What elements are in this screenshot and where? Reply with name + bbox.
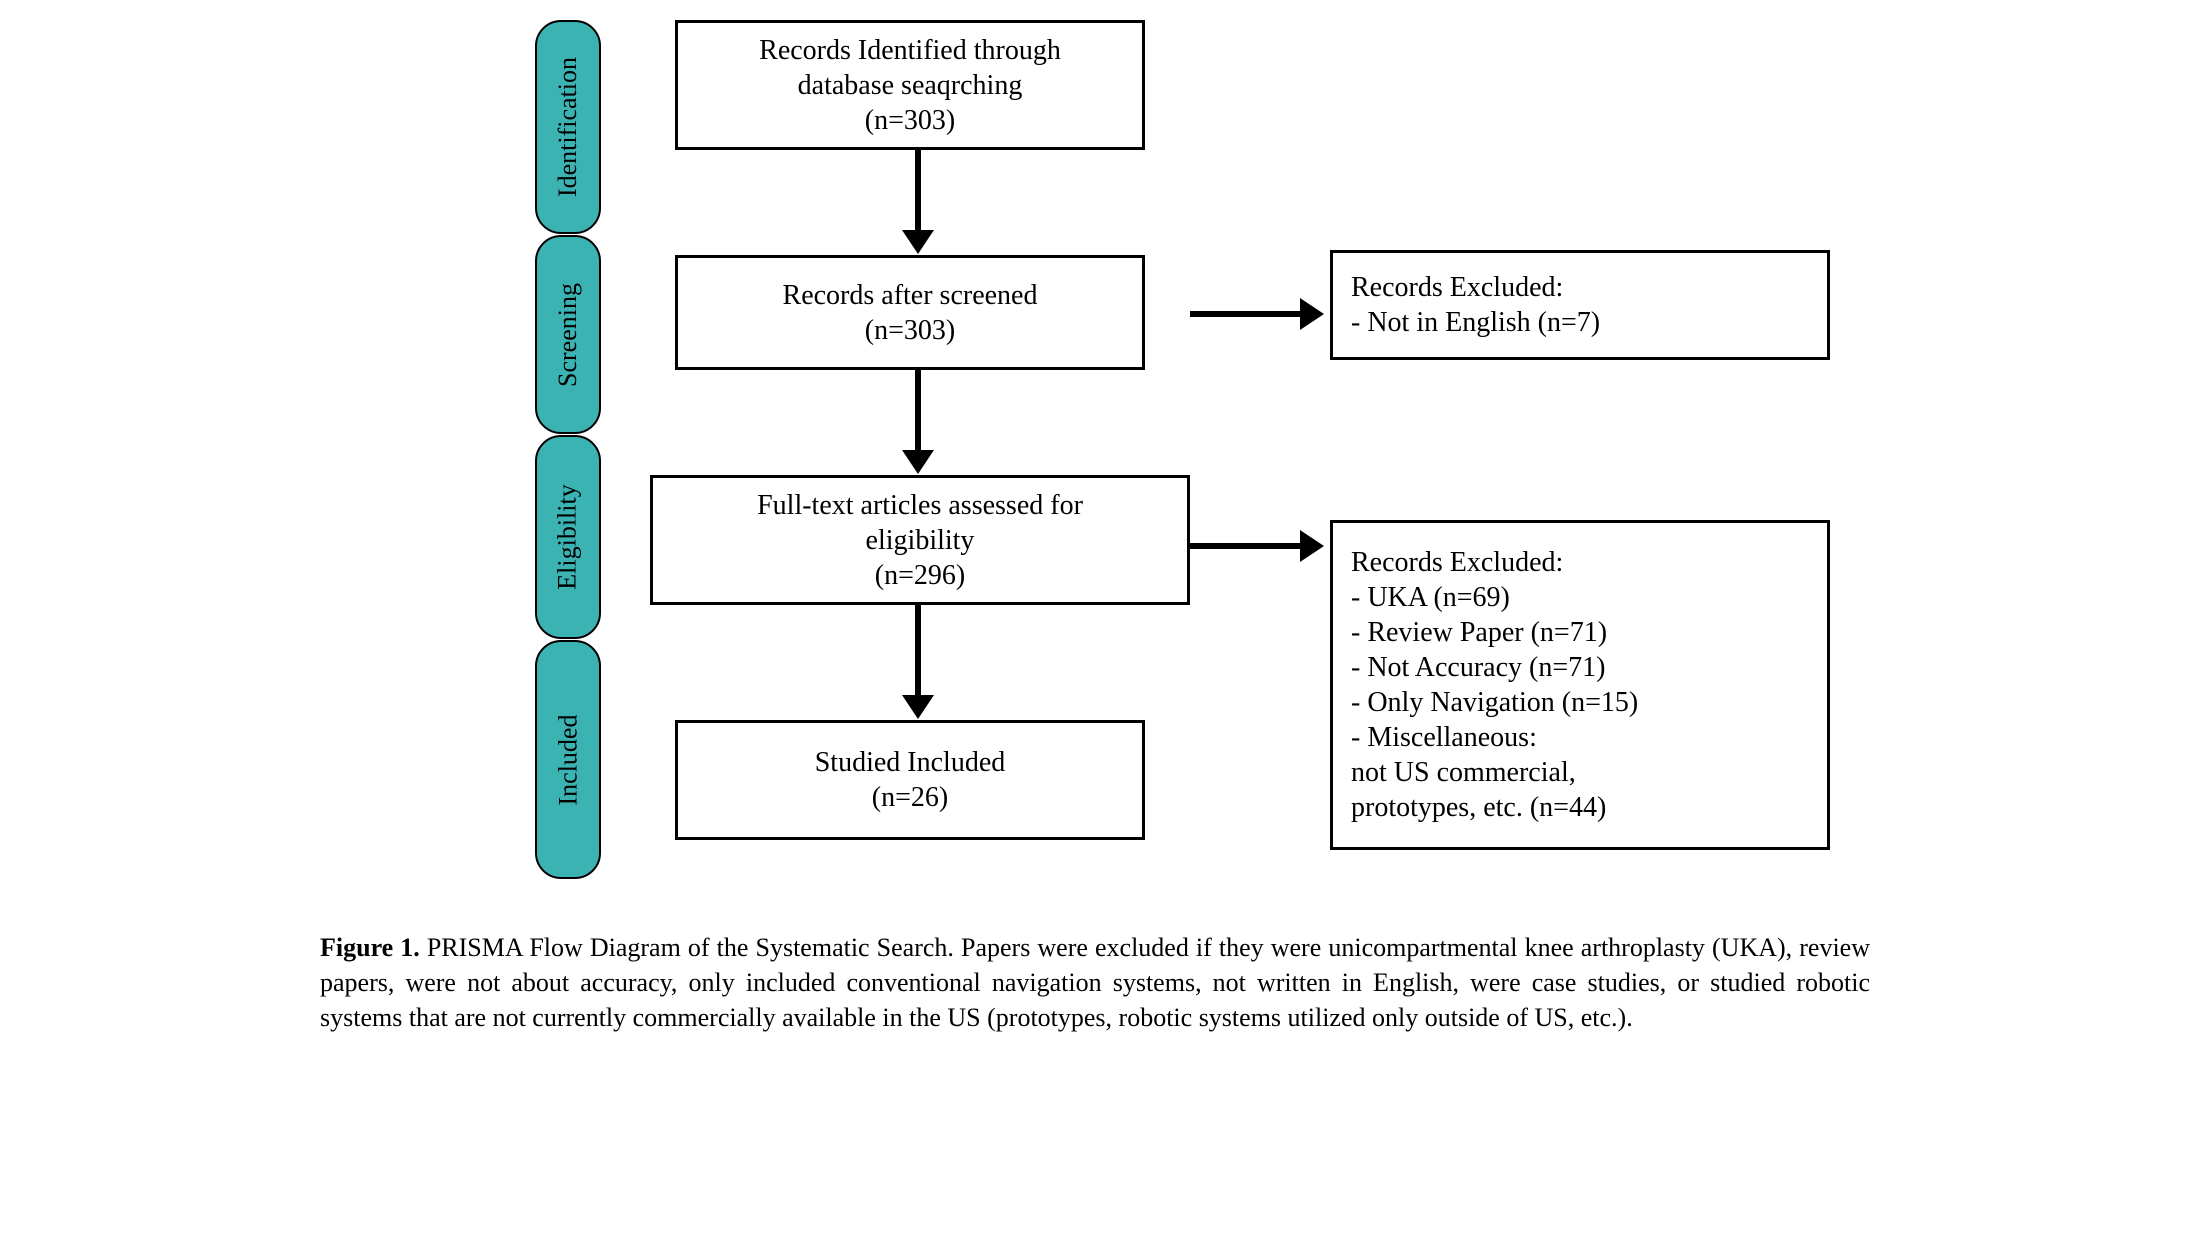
arrow-down-icon [902, 605, 934, 719]
box-line: - Not Accuracy (n=71) [1351, 650, 1605, 685]
box-records-screened: Records after screened (n=303) [675, 255, 1145, 370]
box-line: Full-text articles assessed for [757, 488, 1083, 523]
arrow-down-icon [902, 370, 934, 474]
caption-body: PRISMA Flow Diagram of the Systematic Se… [320, 933, 1870, 1032]
box-line: - Only Navigation (n=15) [1351, 685, 1638, 720]
box-line: not US commercial, [1351, 755, 1576, 790]
arrow-down-icon [902, 150, 934, 254]
box-line: Records after screened [783, 278, 1038, 313]
stage-included-label: Included [553, 714, 583, 805]
box-line: database seaqrching [798, 68, 1023, 103]
box-excluded-screening: Records Excluded: - Not in English (n=7) [1330, 250, 1830, 360]
stage-identification-label: Identification [553, 57, 583, 197]
box-studies-included: Studied Included (n=26) [675, 720, 1145, 840]
arrow-right-icon [1190, 298, 1324, 330]
box-line: Records Identified through [759, 33, 1061, 68]
stage-eligibility: Eligibility [535, 435, 601, 639]
box-line: (n=303) [865, 313, 955, 348]
box-line: Records Excluded: [1351, 270, 1563, 305]
stage-eligibility-label: Eligibility [553, 484, 583, 589]
stage-screening: Screening [535, 235, 601, 434]
box-line: Studied Included [815, 745, 1006, 780]
box-line: - Not in English (n=7) [1351, 305, 1600, 340]
box-line: - Miscellaneous: [1351, 720, 1537, 755]
box-excluded-eligibility: Records Excluded: - UKA (n=69) - Review … [1330, 520, 1830, 850]
box-line: (n=303) [865, 103, 955, 138]
box-line: (n=26) [872, 780, 948, 815]
caption-lead: Figure 1. [320, 933, 420, 962]
stage-included: Included [535, 640, 601, 879]
box-line: prototypes, etc. (n=44) [1351, 790, 1606, 825]
box-line: - Review Paper (n=71) [1351, 615, 1607, 650]
box-records-identified: Records Identified through database seaq… [675, 20, 1145, 150]
box-line: eligibility [866, 523, 975, 558]
box-line: - UKA (n=69) [1351, 580, 1510, 615]
figure-caption: Figure 1. PRISMA Flow Diagram of the Sys… [320, 930, 1870, 1035]
box-line: Records Excluded: [1351, 545, 1563, 580]
box-fulltext-assessed: Full-text articles assessed for eligibil… [650, 475, 1190, 605]
stage-identification: Identification [535, 20, 601, 234]
arrow-right-icon [1190, 530, 1324, 562]
box-line: (n=296) [875, 558, 965, 593]
prisma-flow-diagram: Identification Screening Eligibility Inc… [320, 20, 1870, 900]
stage-screening-label: Screening [553, 283, 583, 387]
